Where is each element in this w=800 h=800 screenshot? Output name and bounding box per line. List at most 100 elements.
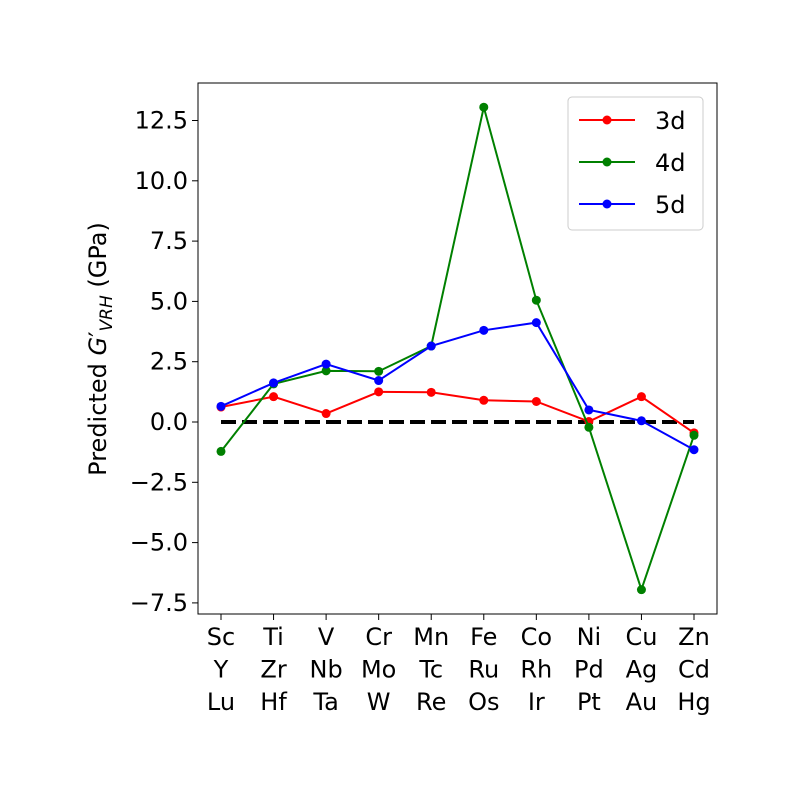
x-tick-element-Ta: Ta — [312, 688, 338, 716]
series-layer — [216, 102, 699, 595]
x-tick-element-Au: Au — [626, 688, 658, 716]
legend-marker-3d — [602, 115, 612, 125]
data-point-3d-5 — [479, 395, 489, 405]
x-tick-element-Cu: Cu — [625, 623, 657, 651]
data-point-4d-8 — [636, 585, 646, 595]
x-tick-element-Lu: Lu — [207, 688, 235, 716]
data-point-4d-6 — [531, 295, 541, 305]
x-tick-element-Fe: Fe — [470, 623, 497, 651]
y-axis-title-unit: (GPa) — [84, 222, 112, 295]
legend-marker-5d — [602, 199, 612, 209]
data-point-3d-4 — [426, 387, 436, 397]
y-axis-title-main: Predicted — [84, 356, 112, 476]
x-tick-label: Mn Tc Re — [413, 623, 449, 716]
y-tick-label: 10.0 — [135, 167, 188, 195]
data-point-5d-7 — [584, 405, 594, 415]
x-tick-label: Ti Zr Hf — [260, 623, 287, 716]
x-tick-element-Ru: Ru — [468, 656, 499, 684]
x-tick-element-Ag: Ag — [626, 656, 658, 684]
data-point-3d-8 — [636, 392, 646, 402]
legend-item-3d: 3d — [579, 107, 686, 135]
x-tick-element-Ni: Ni — [577, 623, 602, 651]
y-axis-title: Predicted G′VRH (GPa) — [84, 222, 117, 476]
data-point-4d-2 — [321, 366, 331, 376]
x-tick-label: Co Rh Ir — [520, 623, 552, 716]
plot-frame — [197, 82, 718, 615]
y-axis-title-prime: ′ — [84, 331, 112, 336]
x-tick-element-Mn: Mn — [413, 623, 449, 651]
x-tick-element-Zr: Zr — [260, 656, 286, 684]
y-tick-label: 0.0 — [150, 408, 188, 436]
series-3d — [216, 387, 699, 438]
legend-marker-4d — [602, 157, 612, 167]
x-tick-element-Pd: Pd — [574, 656, 604, 684]
y-axis: 12.5 10.0 7.5 5.0 2.5 0.0 −2.5 −5.0 −7.5 — [130, 107, 198, 617]
data-point-3d-1 — [269, 392, 279, 402]
y-tick-label: −5.0 — [130, 529, 188, 557]
y-tick-label: 5.0 — [150, 287, 188, 315]
x-tick-element-Hg: Hg — [677, 688, 710, 716]
data-point-4d-3 — [374, 366, 384, 376]
data-point-4d-5 — [479, 102, 489, 112]
data-point-3d-2 — [321, 409, 331, 419]
x-tick-element-Nb: Nb — [310, 656, 343, 684]
data-point-5d-5 — [479, 325, 489, 335]
legend: 3d 4d 5d — [567, 96, 704, 231]
x-tick-label: Zn Cd Hg — [677, 623, 710, 716]
data-point-5d-2 — [321, 359, 331, 369]
x-tick-element-Cd: Cd — [678, 656, 710, 684]
data-point-5d-9 — [689, 445, 699, 455]
data-point-3d-3 — [374, 387, 384, 397]
y-axis-title-subscript: VRH — [97, 295, 117, 331]
y-tick-label: 7.5 — [150, 227, 188, 255]
legend-item-4d: 4d — [579, 149, 686, 177]
data-point-5d-4 — [426, 341, 436, 351]
x-tick-element-Zn: Zn — [678, 623, 710, 651]
x-tick-element-Hf: Hf — [260, 688, 287, 716]
x-tick-element-Re: Re — [416, 688, 446, 716]
x-tick-element-Tc: Tc — [418, 656, 443, 684]
x-tick-element-Ir: Ir — [528, 688, 545, 716]
legend-label-3d: 3d — [655, 107, 686, 135]
x-tick-label: Cu Ag Au — [625, 623, 657, 716]
y-axis-title-symbol: G — [84, 337, 112, 356]
series-line-5d — [220, 321, 695, 451]
data-point-5d-0 — [216, 401, 226, 411]
x-tick-element-Ti: Ti — [262, 623, 284, 651]
x-tick-label: V Nb Ta — [310, 623, 343, 716]
legend-label-5d: 5d — [655, 191, 686, 219]
x-tick-label: Fe Ru Os — [468, 623, 499, 716]
x-tick-element-Os: Os — [468, 688, 499, 716]
x-tick-element-W: W — [367, 688, 391, 716]
legend-label-4d: 4d — [655, 149, 686, 177]
x-tick-element-Rh: Rh — [520, 656, 552, 684]
x-tick-element-Co: Co — [521, 623, 552, 651]
data-point-4d-7 — [584, 422, 594, 432]
plot-area — [197, 82, 718, 615]
x-tick-element-Pt: Pt — [577, 688, 601, 716]
data-point-5d-6 — [531, 318, 541, 328]
series-line-3d — [220, 390, 695, 434]
legend-box — [567, 96, 704, 231]
data-point-5d-8 — [636, 416, 646, 426]
series-5d — [216, 318, 699, 455]
y-tick-label: 2.5 — [150, 348, 188, 376]
data-point-3d-6 — [531, 396, 541, 406]
x-tick-element-Sc: Sc — [207, 623, 235, 651]
series-line-4d — [220, 106, 695, 593]
x-tick-label: Ni Pd Pt — [574, 623, 604, 716]
x-tick-element-Cr: Cr — [365, 623, 392, 651]
x-axis: Sc Y Lu Ti Zr Hf V Nb Ta Cr Mo W Mn Tc Re Fe Ru Os Co Rh Ir N… — [207, 614, 711, 716]
x-tick-element-Y: Y — [213, 656, 229, 684]
y-tick-label: −7.5 — [130, 589, 188, 617]
x-tick-element-V: V — [318, 623, 335, 651]
x-tick-element-Mo: Mo — [361, 656, 396, 684]
data-point-5d-3 — [374, 376, 384, 386]
legend-item-5d: 5d — [579, 191, 686, 219]
x-tick-label: Sc Y Lu — [207, 623, 235, 716]
data-point-4d-0 — [216, 446, 226, 456]
y-tick-label: −2.5 — [130, 468, 188, 496]
y-tick-label: 12.5 — [135, 107, 188, 135]
data-point-4d-9 — [689, 430, 699, 440]
